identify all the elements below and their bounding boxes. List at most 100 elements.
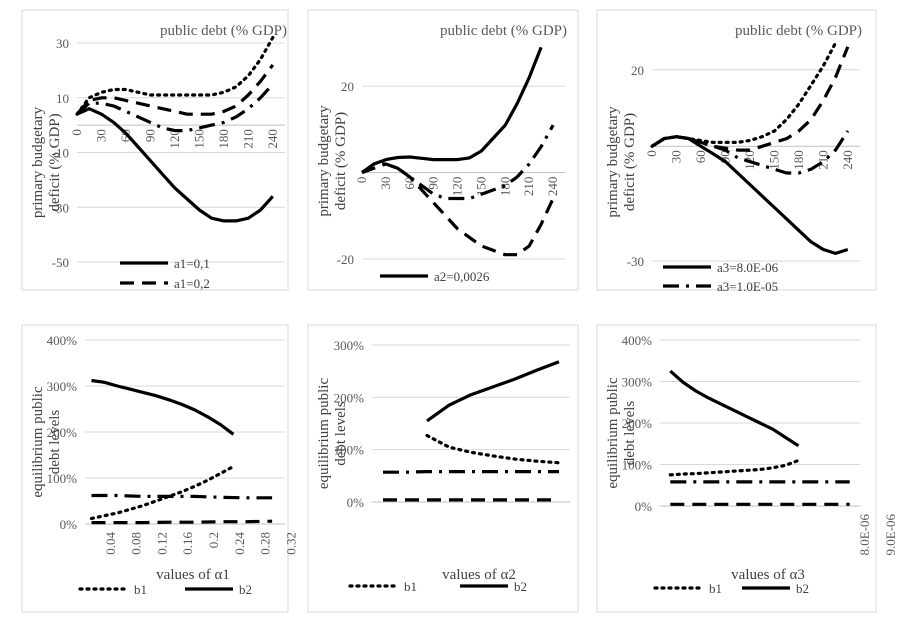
x-tick-label: 1.0E-05: [908, 514, 911, 556]
x-tick-label: 90: [426, 177, 441, 190]
series-line-4: [91, 519, 273, 525]
y-tick-label: 0%: [635, 499, 653, 514]
y-tick-label: 30: [56, 36, 69, 51]
legend-label-2: b2: [796, 581, 809, 596]
x-tick-label: 150: [473, 177, 488, 197]
series-line-3: [361, 124, 555, 201]
y-axis-label-line1: primary budgetary: [605, 106, 621, 218]
y-axis-label: equilibrium publicdebt levels: [30, 386, 63, 498]
legend-label-2: a3=1.0E-05: [717, 279, 778, 294]
y-axis-label-line2: deficit (% GDP): [47, 113, 63, 211]
series-line-3: [383, 470, 559, 474]
legend-label-2: b2: [239, 582, 252, 597]
y-tick-label: 10: [56, 91, 69, 106]
chart-title: public debt (% GDP): [440, 23, 567, 39]
legend-label-1: a2=0,0026: [434, 269, 490, 284]
y-tick-label: 300%: [622, 375, 653, 390]
x-tick-label: 0.08: [129, 532, 144, 555]
x-tick-label: 240: [545, 177, 560, 197]
x-tick-label: 0: [69, 129, 84, 136]
y-axis-label-line2: debt levels: [47, 410, 63, 475]
y-tick-label: 100%: [334, 443, 365, 458]
x-tick-label: 0.04: [103, 532, 118, 555]
legend-label-1: a1=0,1: [174, 256, 210, 271]
y-tick-label: -50: [52, 255, 69, 270]
series-line-1: [76, 107, 274, 223]
series-line-2: [75, 63, 275, 116]
x-tick-label: 120: [167, 129, 182, 149]
y-axis-label-line1: equilibrium public: [605, 377, 621, 489]
series-line-3: [75, 83, 274, 133]
y-tick-label: 400%: [622, 333, 653, 348]
x-axis-label: values of α1: [156, 567, 230, 583]
y-axis-label: primary budgetarydeficit (% GDP): [316, 105, 349, 217]
series-line-2: [669, 369, 800, 448]
legend-label-2: a1=0,2: [174, 276, 210, 291]
chart-panel-4: 400% 300% 200% 100% 0% 0.04 0.08 0.12 0.16 0.2 0.2…: [21, 324, 298, 613]
series-line-1: [425, 433, 561, 465]
x-tick-label: 90: [142, 129, 157, 142]
y-tick-label: -30: [627, 254, 644, 269]
x-tick-label: 240: [265, 129, 280, 149]
y-axis-label-line2: debt levels: [622, 401, 638, 466]
x-axis-label: values of α2: [442, 567, 516, 583]
series-line-2: [426, 360, 560, 423]
series-line-1: [668, 458, 801, 477]
x-tick-label: 30: [378, 177, 393, 190]
x-tick-label: 0: [644, 150, 659, 157]
x-tick-label: 0.24: [232, 532, 247, 555]
y-tick-label: 200%: [47, 425, 78, 440]
y-tick-label: 100%: [622, 458, 653, 473]
series-line-1: [361, 46, 543, 174]
chart-panel-6: 400%300%200%100%0%8.0E-069.0E-061.0E-051…: [596, 324, 911, 613]
x-tick-label: 9.0E-06: [883, 514, 898, 556]
y-axis-label: equilibrium publicdebt levels: [316, 378, 349, 490]
y-tick-label: 0%: [60, 517, 78, 532]
y-tick-label: 20: [341, 79, 354, 94]
x-tick-label: 210: [240, 129, 255, 149]
y-axis-label: primary budgetarydeficit (% GDP): [605, 106, 638, 218]
x-tick-label: 180: [791, 150, 806, 170]
x-tick-label: 150: [191, 129, 206, 149]
y-axis-label-line1: equilibrium public: [316, 378, 332, 490]
y-axis-label-line1: primary budgetary: [316, 105, 332, 217]
panel-border: [596, 324, 877, 613]
x-tick-label: 240: [840, 150, 855, 170]
y-tick-label: 20: [631, 63, 644, 78]
y-axis-label-line2: deficit (% GDP): [622, 113, 638, 211]
x-axis-label: values of α3: [731, 567, 805, 583]
x-tick-label: 0.2: [206, 532, 221, 548]
y-tick-label: -20: [337, 252, 354, 267]
y-tick-label: 100%: [47, 471, 78, 486]
y-axis-label-line2: deficit (% GDP): [333, 112, 349, 210]
x-tick-label: 60: [693, 150, 708, 163]
chart-title: public debt (% GDP): [160, 23, 287, 39]
panel-border: [21, 324, 289, 613]
panel-border: [596, 9, 877, 291]
x-tick-label: 30: [93, 129, 108, 142]
y-axis-label-line1: equilibrium public: [30, 386, 46, 498]
legend-label-1: a3=8.0E-06: [717, 260, 779, 275]
y-tick-label: 200%: [334, 390, 365, 405]
series-line-3: [91, 493, 273, 500]
y-axis-label-line2: debt levels: [333, 401, 349, 466]
y-axis-label: equilibrium publicdebt levels: [605, 377, 638, 489]
series-line-4: [650, 41, 838, 148]
series-line-2: [91, 378, 235, 436]
y-tick-label: 0%: [347, 495, 365, 510]
panel-border: [21, 9, 289, 291]
legend-label-1: b1: [404, 579, 417, 594]
x-tick-label: 0.32: [283, 532, 298, 555]
legend-label-1: b1: [134, 582, 147, 597]
chart-title: public debt (% GDP): [735, 23, 862, 39]
y-tick-label: 300%: [334, 338, 365, 353]
y-tick-label: 400%: [47, 333, 78, 348]
x-tick-label: 0: [354, 177, 369, 184]
panel-border: [307, 324, 579, 613]
legend-label-2: b2: [514, 579, 527, 594]
series-line-3: [651, 46, 850, 152]
x-tick-label: 0.16: [180, 532, 195, 555]
